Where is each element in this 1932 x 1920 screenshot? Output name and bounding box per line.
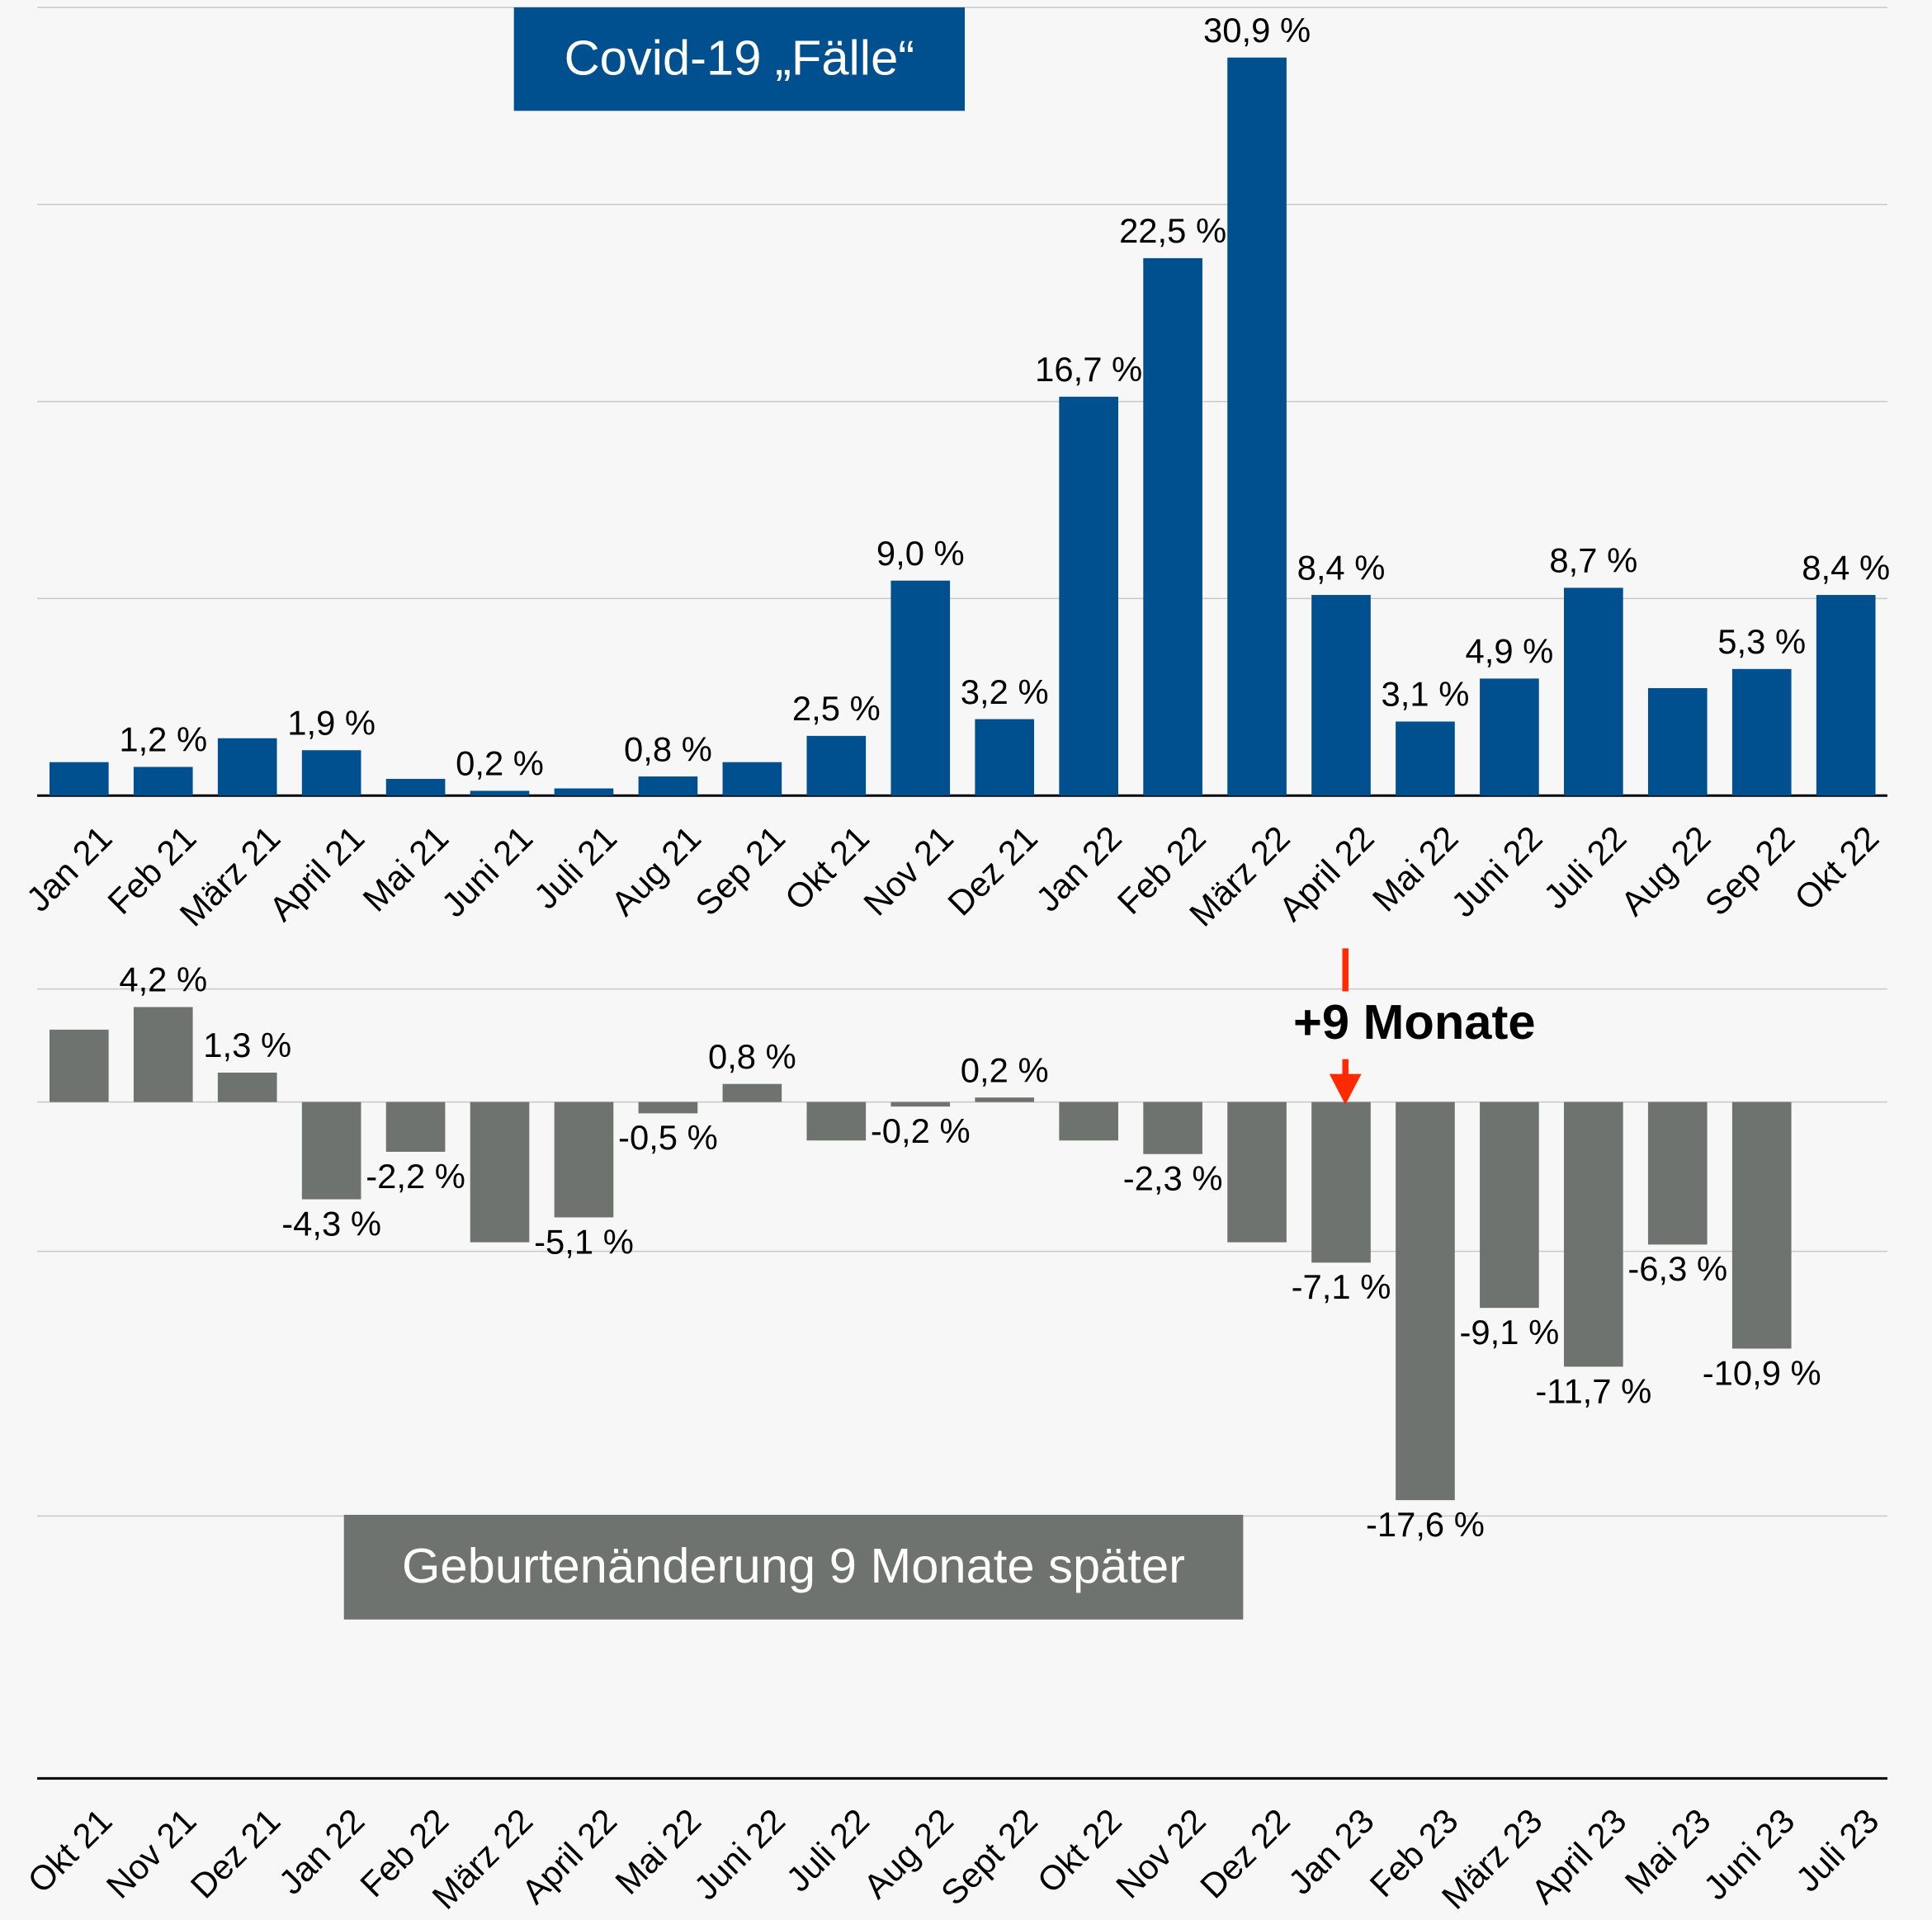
- bar: [1564, 1102, 1623, 1367]
- value-label: 3,1 %: [1382, 675, 1470, 714]
- bar: [1396, 1102, 1455, 1501]
- value-label: -5,1 %: [534, 1222, 634, 1261]
- value-label: -6,3 %: [1627, 1249, 1727, 1288]
- bar: [722, 1083, 782, 1102]
- value-label: 1,2 %: [119, 720, 207, 759]
- bar: [1059, 396, 1118, 796]
- value-label: 4,9 %: [1465, 632, 1553, 671]
- bar: [554, 788, 614, 796]
- bar: [133, 767, 193, 796]
- bar: [1731, 1102, 1792, 1349]
- bar: [1480, 1102, 1539, 1309]
- bar: [301, 1102, 361, 1200]
- value-label: 16,7 %: [1035, 350, 1142, 389]
- bar: [1059, 1102, 1118, 1141]
- chart-title: Covid-19 „Fälle“: [564, 30, 915, 85]
- bar: [385, 778, 446, 796]
- title-box: [343, 1514, 1244, 1620]
- value-label: 5,3 %: [1717, 622, 1806, 661]
- bar: [1311, 595, 1371, 796]
- bar: [49, 1029, 109, 1102]
- bar: [470, 1102, 530, 1243]
- annotation-arrowhead: [1329, 1073, 1362, 1105]
- bar: [1227, 1102, 1287, 1243]
- bar: [49, 762, 109, 796]
- bar: [1396, 721, 1455, 796]
- bar: [975, 1097, 1035, 1102]
- bar: [1647, 687, 1708, 796]
- bar: [217, 738, 277, 796]
- bar: [301, 750, 361, 796]
- bar: [806, 1102, 867, 1141]
- value-label: 0,2 %: [961, 1050, 1049, 1089]
- value-label: 0,2 %: [456, 744, 544, 783]
- value-label: -17,6 %: [1366, 1505, 1485, 1544]
- annotation: +9 Monate: [1293, 994, 1536, 1050]
- value-label: 2,5 %: [792, 689, 881, 728]
- bar: [1143, 1102, 1202, 1154]
- value-label: -7,1 %: [1292, 1267, 1391, 1306]
- bar: [1647, 1102, 1708, 1245]
- value-label: -11,7 %: [1535, 1371, 1651, 1410]
- bar: [470, 790, 530, 796]
- value-label: 3,2 %: [961, 672, 1049, 711]
- title-box: [513, 7, 966, 111]
- value-label: 8,4 %: [1297, 548, 1386, 587]
- value-label: 1,9 %: [287, 703, 376, 742]
- bar: [1227, 57, 1287, 796]
- bar: [638, 1102, 698, 1114]
- bar: [890, 580, 951, 796]
- value-label: 30,9 %: [1203, 11, 1311, 50]
- bar: [385, 1102, 446, 1152]
- bar: [1480, 678, 1539, 796]
- bar: [217, 1073, 277, 1102]
- value-label: 8,7 %: [1549, 541, 1637, 580]
- value-label: -9,1 %: [1460, 1313, 1560, 1352]
- value-label: -0,2 %: [871, 1111, 971, 1150]
- bar: [975, 719, 1035, 796]
- chart-title: Geburtenänderung 9 Monate später: [402, 1538, 1185, 1593]
- value-label: -10,9 %: [1703, 1353, 1821, 1392]
- value-label: 0,8 %: [624, 729, 712, 768]
- value-label: -2,3 %: [1123, 1159, 1223, 1198]
- value-label: -2,2 %: [366, 1157, 465, 1196]
- bar: [638, 776, 698, 796]
- value-label: 0,8 %: [708, 1037, 796, 1076]
- bar: [1143, 257, 1202, 796]
- bar: [554, 1102, 614, 1218]
- value-label: 22,5 %: [1119, 211, 1226, 250]
- bar: [722, 762, 782, 796]
- bar: [806, 735, 867, 796]
- value-label: 1,3 %: [203, 1026, 291, 1064]
- bar: [1816, 595, 1876, 796]
- value-label: 4,2 %: [119, 960, 207, 999]
- bar: [1731, 668, 1792, 796]
- value-label: 9,0 %: [876, 534, 965, 573]
- value-label: -4,3 %: [281, 1204, 381, 1243]
- bar: [1311, 1102, 1371, 1263]
- bar: [1564, 587, 1623, 796]
- bar: [890, 1102, 951, 1107]
- bar: [133, 1007, 193, 1102]
- value-label: -0,5 %: [618, 1118, 718, 1157]
- value-label: 8,4 %: [1802, 548, 1890, 587]
